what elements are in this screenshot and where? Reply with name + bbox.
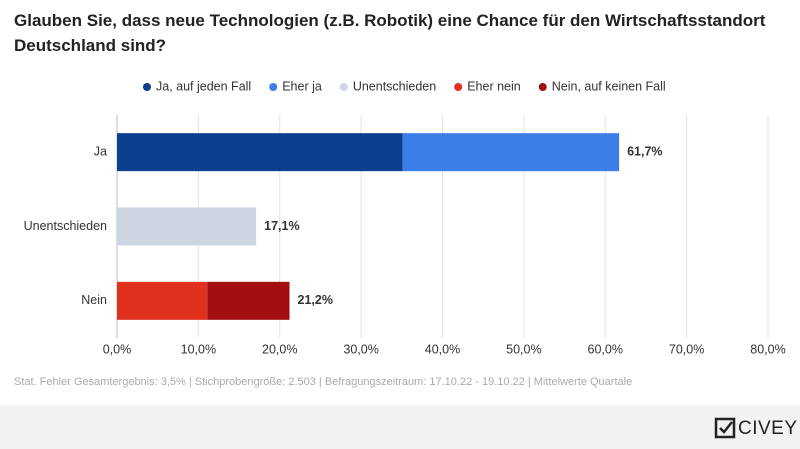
bar-segment <box>117 133 403 172</box>
legend-label: Ja, auf jeden Fall <box>156 79 251 93</box>
y-tick-label: Nein <box>81 293 107 307</box>
x-tick-label: 70,0% <box>669 342 704 356</box>
total-label: 61,7% <box>627 144 662 158</box>
x-tick-label: 20,0% <box>262 342 297 356</box>
legend-label: Unentschieden <box>353 79 436 93</box>
brand: CIVEY <box>738 418 798 439</box>
y-tick-label: Unentschieden <box>24 219 107 233</box>
total-label: 21,2% <box>298 293 333 307</box>
footnote: Stat. Fehler Gesamtergebnis: 3,5% | Stic… <box>14 376 632 388</box>
x-tick-label: 80,0% <box>750 342 785 356</box>
x-tick-label: 60,0% <box>588 342 623 356</box>
total-label: 17,1% <box>264 219 299 233</box>
legend-label: Eher nein <box>467 79 521 93</box>
legend-marker <box>269 83 278 91</box>
x-tick-label: 40,0% <box>425 342 460 356</box>
x-tick-label: 10,0% <box>181 342 216 356</box>
legend-label: Nein, auf keinen Fall <box>552 79 666 93</box>
x-tick-label: 0,0% <box>103 342 132 356</box>
x-tick-label: 50,0% <box>506 342 541 356</box>
chart-title: Glauben Sie, dass neue Technologien (z.B… <box>14 11 766 55</box>
footer-bar <box>0 405 800 449</box>
bar-segment <box>117 207 257 246</box>
logo <box>714 417 736 439</box>
legend-marker <box>454 83 463 91</box>
x-tick-label: 30,0% <box>343 342 378 356</box>
legend-label: Eher ja <box>282 79 322 93</box>
bar-segment <box>117 281 208 320</box>
legend-marker <box>538 83 547 91</box>
bar-segment <box>402 133 620 172</box>
y-tick-label: Ja <box>94 144 107 158</box>
bar-segment <box>207 281 290 320</box>
legend-marker <box>143 83 151 91</box>
legend-marker <box>339 83 348 91</box>
